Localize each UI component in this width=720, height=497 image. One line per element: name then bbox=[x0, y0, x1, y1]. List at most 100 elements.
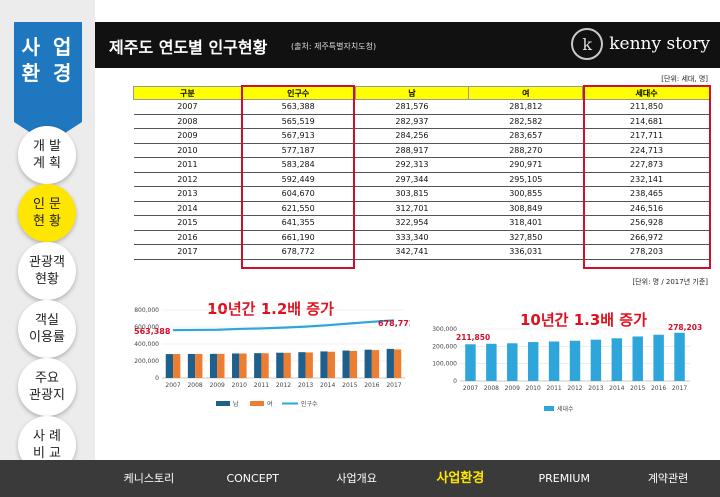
x-tick-label: 2017 bbox=[386, 382, 401, 389]
table-cell: 2013 bbox=[133, 186, 242, 202]
bar-male bbox=[386, 348, 394, 378]
nav-business-environment[interactable]: 사업환경 bbox=[436, 471, 485, 486]
bar-female bbox=[371, 350, 380, 378]
data-label-last: 278,203 bbox=[668, 323, 702, 332]
y-tick-label: 800,000 bbox=[134, 307, 159, 314]
bar-female bbox=[173, 354, 181, 378]
bar-households bbox=[507, 343, 518, 381]
y-tick-label: 0 bbox=[155, 375, 159, 382]
table-row: 2012 592,449 297,344 295,105 232,141 bbox=[133, 172, 711, 187]
table-cell: 2015 bbox=[133, 215, 242, 231]
table-cell: 2008 bbox=[133, 114, 242, 129]
population-growth-annotation: 10년간 1.2배 증가 bbox=[207, 300, 334, 318]
bar-households bbox=[569, 340, 581, 381]
legend-swatch-female bbox=[250, 401, 264, 406]
brand-logo[interactable]: k kenny story bbox=[571, 28, 710, 60]
x-tick-label: 2015 bbox=[342, 382, 357, 389]
table-cell: 288,270 bbox=[468, 143, 583, 158]
legend-label-population: 인구수 bbox=[301, 401, 318, 408]
x-tick-label: 2007 bbox=[165, 382, 180, 389]
nav-kennystory[interactable]: 케니스토리 bbox=[123, 472, 175, 485]
population-table: 구분 인구수 남 여 세대수 2007 563,388 281,576 281,812… bbox=[133, 86, 711, 260]
x-tick-label: 2010 bbox=[526, 385, 541, 392]
table-cell: 256,928 bbox=[582, 215, 711, 231]
x-tick-label: 2012 bbox=[567, 385, 582, 392]
nav-contract[interactable]: 계약관련 bbox=[647, 472, 689, 485]
table-cell: 342,741 bbox=[355, 244, 469, 260]
legend-label-households: 세대수 bbox=[557, 405, 574, 413]
table-cell: 312,701 bbox=[355, 201, 469, 216]
table-cell: 604,670 bbox=[241, 186, 356, 202]
table-cell: 641,355 bbox=[241, 215, 356, 231]
bar-male bbox=[187, 353, 196, 378]
bar-households bbox=[465, 344, 476, 381]
table-cell: 661,190 bbox=[241, 230, 356, 245]
table-cell: 592,449 bbox=[241, 172, 356, 187]
x-tick-label: 2007 bbox=[463, 385, 478, 392]
y-tick-label: 400,000 bbox=[134, 341, 159, 348]
table-cell: 282,937 bbox=[355, 114, 469, 129]
table-cell: 227,873 bbox=[582, 157, 711, 173]
x-tick-label: 2014 bbox=[609, 385, 624, 392]
header-bar: 제주도 연도별 인구현황 (출처: 제주특별자치도청) k kenny stor… bbox=[95, 22, 720, 68]
bar-female bbox=[393, 349, 402, 378]
bar-male bbox=[232, 353, 240, 378]
sidebar-item-development[interactable]: 개 발 계 획 bbox=[18, 126, 76, 184]
table-cell: 318,401 bbox=[468, 215, 583, 231]
x-tick-label: 2009 bbox=[505, 385, 520, 392]
bar-households bbox=[611, 338, 623, 381]
sidebar-item-tourists[interactable]: 관광객 현황 bbox=[18, 242, 76, 300]
bar-male bbox=[165, 354, 174, 378]
bar-households bbox=[632, 336, 643, 381]
nav-business-overview[interactable]: 사업개요 bbox=[336, 472, 377, 485]
table-cell: 217,711 bbox=[582, 128, 711, 144]
nav-premium[interactable]: PREMIUM bbox=[538, 472, 590, 485]
bar-households bbox=[486, 343, 497, 381]
data-label-first: 563,388 bbox=[134, 327, 171, 336]
sidebar-item-attractions[interactable]: 주요 관광지 bbox=[18, 358, 76, 416]
sidebar-item-occupancy[interactable]: 객실 이용률 bbox=[18, 300, 76, 358]
bar-female bbox=[283, 352, 291, 378]
table-unit-note: [단위: 세대, 명] bbox=[661, 75, 708, 83]
legend-label-female: 여 bbox=[267, 400, 273, 408]
section-tab: 사 업 환 경 bbox=[14, 22, 82, 144]
table-cell: 224,713 bbox=[582, 143, 711, 158]
sidebar-item-demographics[interactable]: 인 문 현 황 bbox=[18, 184, 76, 242]
table-row: 2008 565,519 282,937 282,582 214,681 bbox=[133, 114, 711, 129]
y-tick-label: 200,000 bbox=[134, 358, 159, 365]
table-cell: 577,187 bbox=[241, 143, 356, 158]
table-row: 2015 641,355 322,954 318,401 256,928 bbox=[133, 215, 711, 231]
legend-swatch-households bbox=[544, 406, 554, 411]
table-cell: 238,465 bbox=[582, 186, 711, 202]
nav-concept[interactable]: CONCEPT bbox=[226, 472, 280, 485]
table-cell: 283,657 bbox=[468, 128, 583, 144]
table-cell: 308,849 bbox=[468, 201, 583, 216]
x-tick-label: 2017 bbox=[672, 385, 687, 392]
bar-male bbox=[254, 353, 262, 378]
table-row: 2014 621,550 312,701 308,849 246,516 bbox=[133, 201, 711, 216]
x-tick-label: 2011 bbox=[254, 382, 269, 389]
table-cell: 336,031 bbox=[468, 244, 583, 260]
table-cell: 2009 bbox=[133, 128, 242, 144]
y-tick-label: 300,000 bbox=[432, 326, 457, 333]
table-cell: 290,971 bbox=[468, 157, 583, 173]
y-tick-label: 100,000 bbox=[432, 361, 457, 368]
table-cell: 246,516 bbox=[582, 201, 711, 216]
table-cell: 2011 bbox=[133, 157, 242, 173]
x-tick-label: 2016 bbox=[651, 385, 666, 392]
x-tick-label: 2013 bbox=[588, 385, 603, 392]
logo-text: kenny story bbox=[609, 34, 710, 54]
x-tick-label: 2008 bbox=[484, 385, 499, 392]
col-header-households: 세대수 bbox=[582, 86, 711, 100]
col-header-population: 인구수 bbox=[240, 86, 356, 100]
bar-male bbox=[320, 351, 328, 378]
table-cell: 232,141 bbox=[582, 172, 711, 187]
population-chart: 0 200,000 400,000 600,000 800,000 2007 2008 200… bbox=[134, 307, 410, 408]
bar-female bbox=[217, 353, 225, 378]
table-cell: 2014 bbox=[133, 201, 242, 216]
x-tick-label: 2009 bbox=[210, 382, 225, 389]
y-tick-label: 0 bbox=[453, 378, 457, 385]
col-header-male: 남 bbox=[354, 86, 470, 100]
col-header-category: 구분 bbox=[133, 86, 242, 100]
bar-female bbox=[239, 353, 247, 378]
